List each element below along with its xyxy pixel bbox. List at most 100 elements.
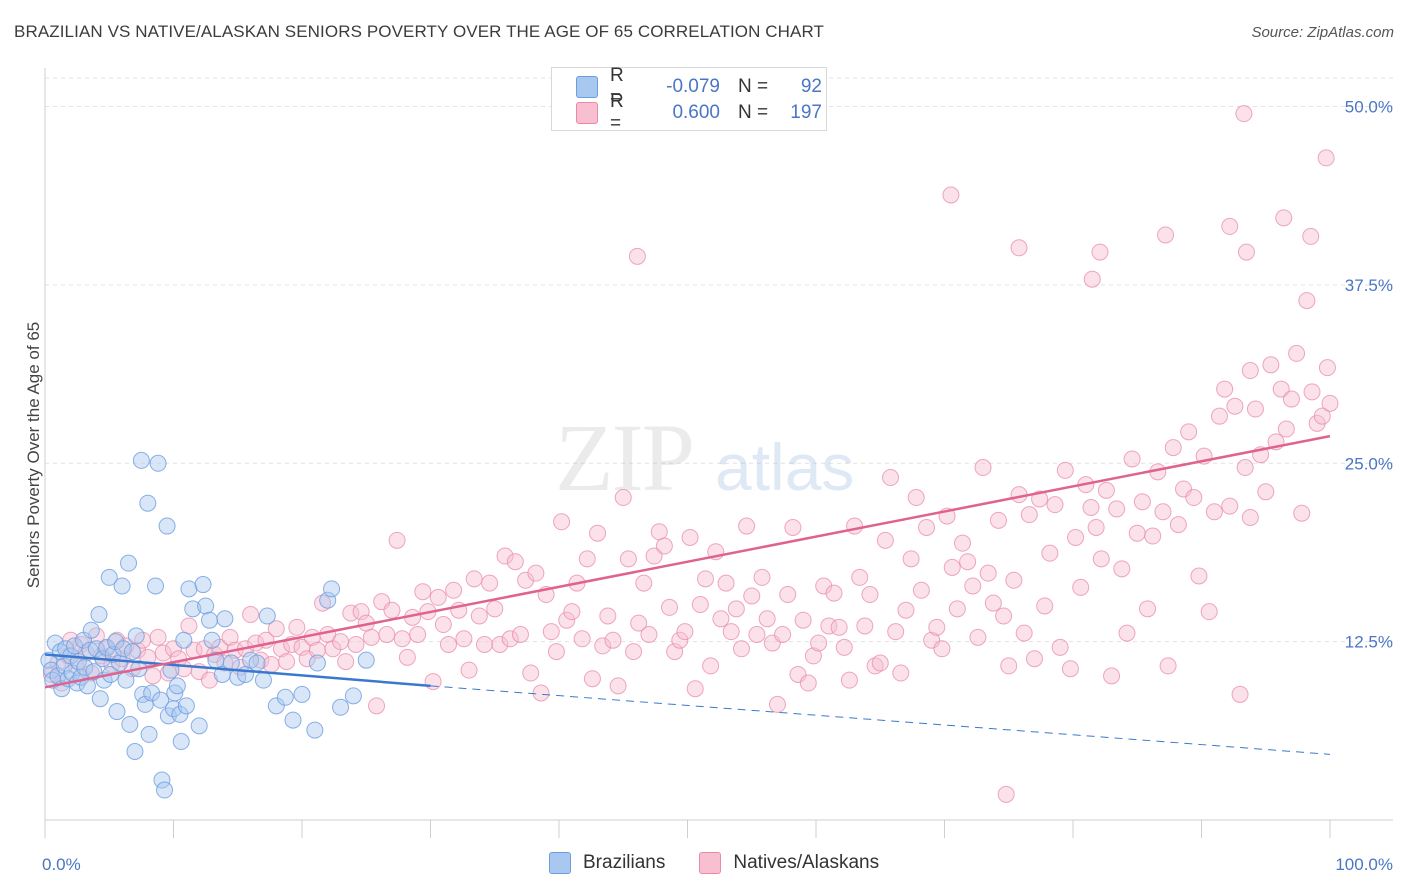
- native-point: [942, 186, 960, 204]
- native-point: [1123, 450, 1141, 468]
- native-point: [1317, 149, 1335, 167]
- native-point: [979, 564, 997, 582]
- native-point: [1221, 497, 1239, 515]
- native-point: [1139, 600, 1157, 618]
- brazilian-point: [132, 451, 150, 469]
- native-point: [902, 550, 920, 568]
- native-point: [897, 601, 915, 619]
- native-point: [262, 655, 280, 673]
- brazilian-point: [139, 494, 157, 512]
- native-point: [1313, 407, 1331, 425]
- native-point: [799, 674, 817, 692]
- brazilian-point: [100, 568, 118, 586]
- legend-swatch-blue: [576, 76, 598, 98]
- brazilian-point: [293, 685, 311, 703]
- native-point: [288, 618, 306, 636]
- native-point: [388, 531, 406, 549]
- native-point: [743, 587, 761, 605]
- x-tick-label: 100.0%: [1335, 855, 1393, 874]
- watermark-atlas: atlas: [715, 430, 854, 504]
- native-point: [378, 626, 396, 643]
- native-point: [547, 643, 565, 661]
- native-point: [1082, 499, 1100, 517]
- native-point: [748, 626, 766, 643]
- brazilian-point: [152, 691, 170, 709]
- legend-r-value: 0.600: [672, 102, 720, 123]
- native-point: [149, 628, 167, 646]
- legend-swatch-pink: [699, 852, 722, 874]
- native-point: [768, 695, 786, 713]
- brazilian-point: [172, 733, 190, 751]
- natives-trend-line: [44, 434, 1331, 689]
- native-point: [1061, 660, 1079, 678]
- brazilian-point: [357, 651, 375, 669]
- brazilians-trend-line: [44, 653, 431, 688]
- brazilian-point: [308, 654, 326, 672]
- native-point: [337, 653, 355, 671]
- native-point: [1318, 359, 1336, 377]
- native-point: [609, 677, 627, 695]
- native-point: [599, 607, 617, 625]
- native-point: [1015, 624, 1033, 642]
- brazilian-point: [82, 621, 100, 639]
- correlation-legend: R = -0.079 N = 92 R = 0.600 N = 197: [551, 65, 827, 134]
- brazilian-point: [76, 658, 94, 676]
- watermark: ZIP atlas: [555, 404, 854, 511]
- native-point: [573, 630, 591, 648]
- native-point: [628, 247, 646, 265]
- brazilian-point: [332, 698, 350, 716]
- native-point: [455, 630, 473, 648]
- brazilian-point: [140, 725, 158, 743]
- legend-item-brazilians[interactable]: Brazilians: [549, 852, 665, 874]
- brazilian-point: [319, 591, 337, 609]
- native-point: [347, 635, 365, 653]
- native-point: [851, 568, 869, 586]
- brazilian-point: [134, 685, 152, 703]
- watermark-zip: ZIP: [555, 404, 693, 511]
- native-point: [1216, 380, 1234, 398]
- y-tick-label: 37.5%: [1345, 276, 1393, 295]
- legend-row-natives: R = 0.600 N = 197: [576, 91, 822, 134]
- native-point: [414, 583, 432, 601]
- native-point: [835, 638, 853, 656]
- native-point: [974, 459, 992, 477]
- native-point: [470, 607, 488, 625]
- native-point: [221, 628, 239, 646]
- native-point: [1087, 518, 1105, 536]
- native-point: [619, 550, 637, 568]
- native-point: [953, 534, 971, 552]
- native-point: [200, 671, 218, 689]
- native-point: [1321, 394, 1339, 412]
- native-point: [563, 603, 581, 621]
- brazilian-point: [126, 743, 144, 761]
- native-point: [1282, 390, 1300, 408]
- native-point: [429, 588, 447, 606]
- native-point: [1226, 397, 1244, 415]
- native-point: [1221, 217, 1239, 235]
- y-tick-label: 50.0%: [1345, 98, 1393, 117]
- native-point: [465, 570, 483, 588]
- brazilian-point: [306, 721, 324, 739]
- native-point: [491, 635, 509, 653]
- native-point: [1210, 407, 1228, 425]
- native-point: [144, 667, 162, 685]
- native-point: [460, 661, 478, 679]
- brazilian-point: [123, 643, 141, 661]
- legend-label: Natives/Alaskans: [733, 852, 880, 873]
- tick-labels: 12.5% 25.0% 37.5% 50.0% 0.0% 100.0%: [42, 98, 1393, 874]
- native-point: [1235, 105, 1253, 123]
- native-point: [661, 598, 679, 616]
- native-point: [1236, 459, 1254, 477]
- native-point: [712, 610, 730, 628]
- native-point: [1113, 560, 1131, 578]
- native-point: [1231, 685, 1249, 703]
- brazilian-point: [258, 607, 276, 625]
- native-point: [722, 623, 740, 641]
- legend-item-natives[interactable]: Natives/Alaskans: [699, 852, 879, 874]
- native-point: [1190, 567, 1208, 585]
- brazilian-point: [200, 611, 218, 629]
- native-point: [686, 680, 704, 698]
- native-point: [1159, 657, 1177, 675]
- brazilian-point: [254, 671, 272, 689]
- native-point: [604, 631, 622, 649]
